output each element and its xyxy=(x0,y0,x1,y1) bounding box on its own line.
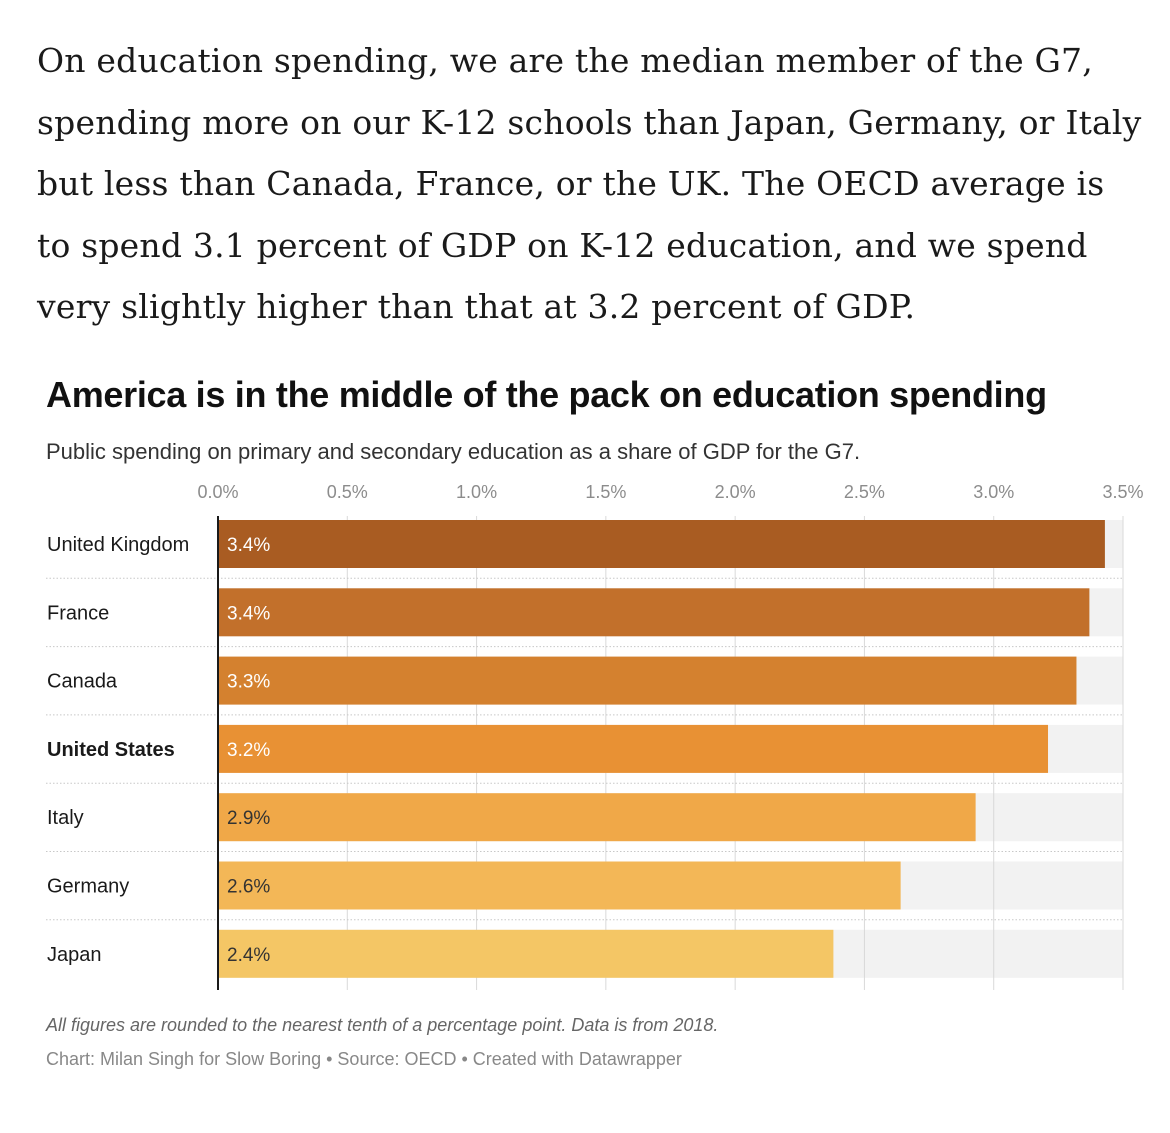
bar-chart: 0.0% 0.5% 1.0% 1.5% 2.0% 2.5% 3.0% 3.5% United K… xyxy=(46,482,1144,990)
data-label: 2.9% xyxy=(227,808,270,829)
article-paragraph: On education spending, we are the median… xyxy=(37,41,1142,326)
data-label: 3.3% xyxy=(227,672,270,693)
bar xyxy=(218,929,834,978)
category-label: Germany xyxy=(47,876,129,898)
chart-title: America is in the middle of the pack on … xyxy=(46,374,1047,415)
x-tick-label: 1.5% xyxy=(585,482,626,502)
category-label: Canada xyxy=(47,671,118,693)
x-tick-label: 1.0% xyxy=(456,482,497,502)
chart-notes: All figures are rounded to the nearest t… xyxy=(46,1015,719,1035)
category-label: France xyxy=(47,602,109,624)
bar xyxy=(218,724,1049,773)
bar xyxy=(218,656,1077,705)
x-tick-label: 2.5% xyxy=(844,482,885,502)
x-tick-label: 3.5% xyxy=(1102,482,1143,502)
category-label: United Kingdom xyxy=(47,534,189,556)
data-label: 2.4% xyxy=(227,945,270,966)
x-tick-label: 3.0% xyxy=(973,482,1014,502)
data-label: 3.2% xyxy=(227,740,270,761)
chart-credits: Chart: Milan Singh for Slow Boring • Sou… xyxy=(46,1049,682,1069)
bar xyxy=(218,520,1105,568)
bar xyxy=(218,588,1090,637)
x-tick-label: 0.5% xyxy=(327,482,368,502)
data-label: 2.6% xyxy=(227,877,270,898)
category-label: Japan xyxy=(47,944,102,966)
bar xyxy=(218,861,901,910)
data-label: 3.4% xyxy=(227,603,270,624)
bar xyxy=(218,793,976,842)
data-label: 3.4% xyxy=(227,535,270,556)
x-tick-label: 2.0% xyxy=(715,482,756,502)
x-tick-label: 0.0% xyxy=(197,482,238,502)
chart-subtitle: Public spending on primary and secondary… xyxy=(46,439,861,464)
category-label: Italy xyxy=(47,807,84,829)
category-label: United States xyxy=(47,739,175,761)
